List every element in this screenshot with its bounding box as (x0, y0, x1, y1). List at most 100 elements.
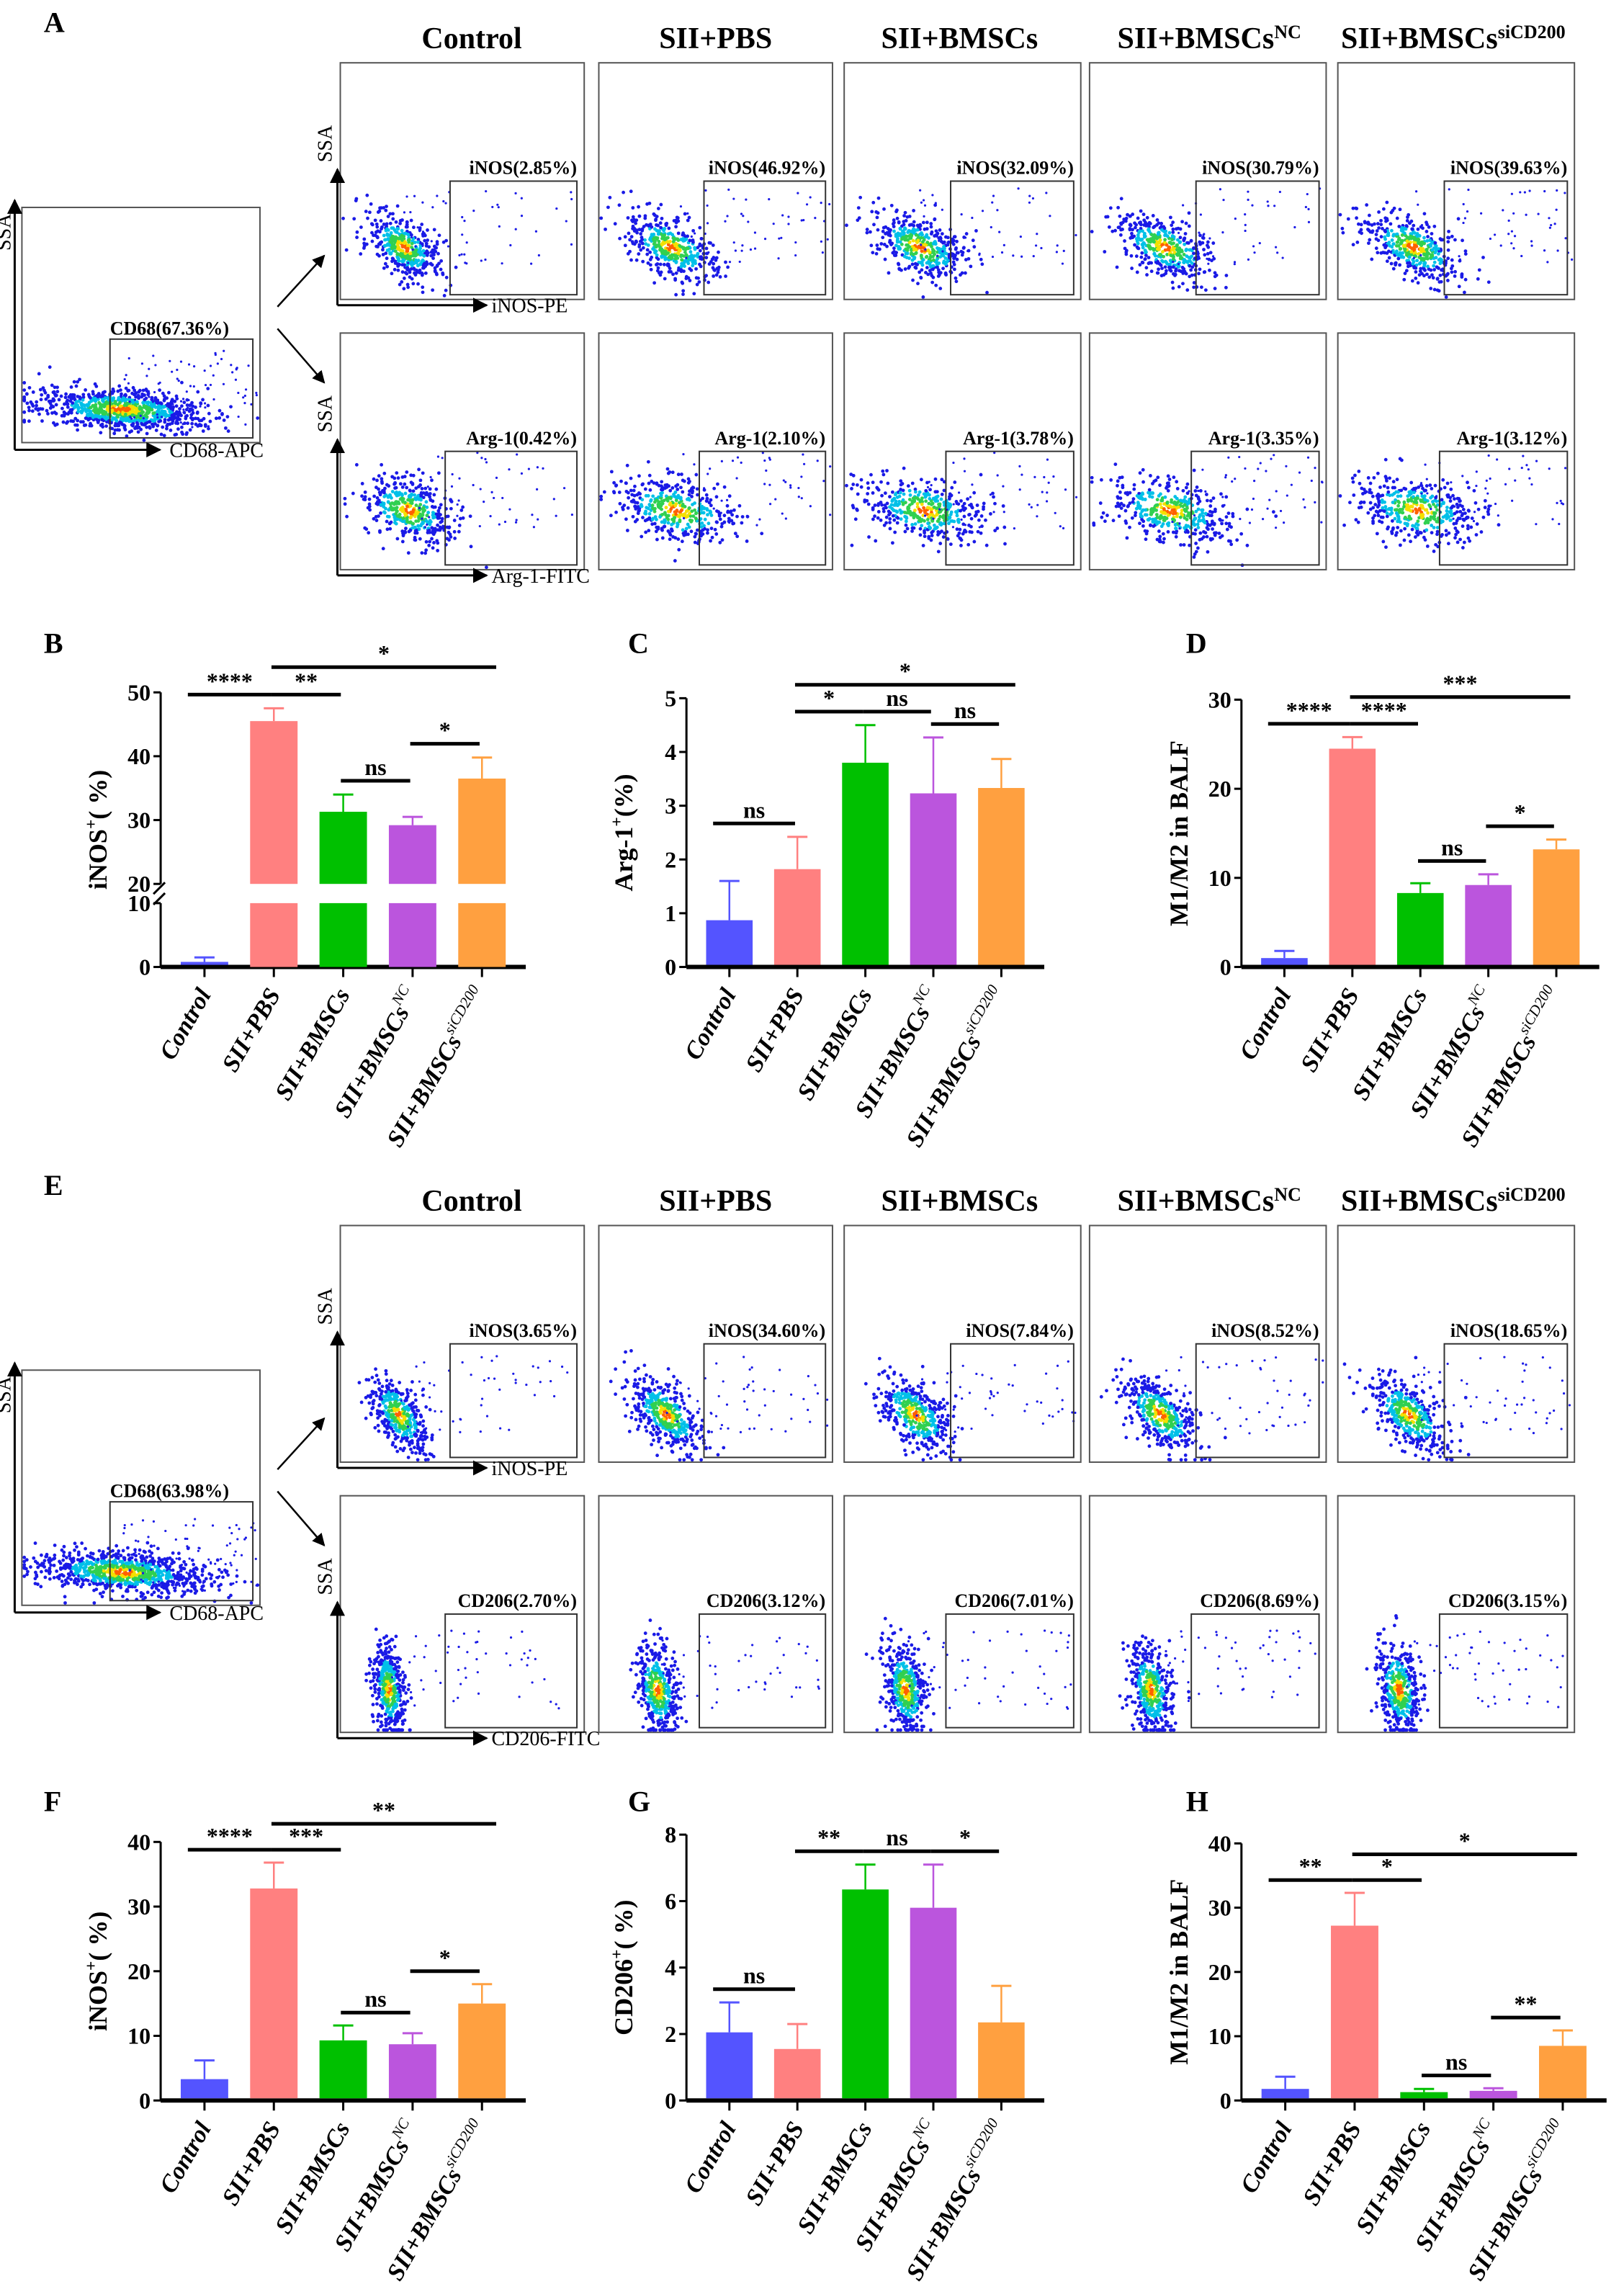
event-dot (130, 413, 135, 417)
event-dot (416, 238, 421, 241)
event-dot (409, 210, 412, 214)
event-dot (1376, 251, 1380, 255)
event-dot (420, 487, 424, 491)
event-dot (686, 218, 690, 223)
event-dot (48, 365, 52, 369)
flow-section-a: A Control SII+PBS SII+BMSCs SII+BMSCsNC SII+B… (0, 6, 1576, 588)
event-dot (414, 503, 418, 507)
event-dot (676, 251, 680, 255)
event-dot (423, 233, 427, 238)
event-dot (427, 245, 431, 249)
event-dot (978, 526, 981, 529)
event-dot (207, 426, 210, 431)
event-dot (441, 240, 446, 244)
event-dot (941, 208, 943, 211)
event-dot (668, 488, 673, 493)
event-dot (944, 251, 948, 256)
event-dot (407, 240, 411, 244)
event-dot (483, 500, 485, 503)
event-dot (909, 229, 912, 233)
arrow-to-row2 (277, 328, 326, 384)
event-dot (398, 221, 402, 225)
event-dot (882, 523, 887, 527)
event-dot (985, 290, 989, 295)
event-dot (1184, 272, 1188, 276)
event-dot (674, 512, 678, 516)
event-dot (918, 533, 923, 537)
event-dot (531, 514, 534, 516)
event-dot (1208, 268, 1211, 272)
event-dot (679, 264, 683, 269)
event-dot (1528, 189, 1531, 192)
event-dot (402, 519, 406, 524)
event-dot (51, 399, 55, 403)
event-dot (1145, 273, 1149, 277)
event-dot (689, 519, 694, 524)
event-dot (148, 425, 151, 429)
event-dot (915, 241, 919, 244)
event-dot (1168, 215, 1172, 220)
event-dot (1373, 222, 1376, 226)
event-dot (881, 236, 885, 240)
event-dot (887, 233, 891, 237)
event-dot (138, 416, 143, 420)
event-dot (645, 518, 650, 521)
event-dot (881, 229, 885, 233)
event-dot (166, 422, 170, 426)
event-dot (1056, 244, 1059, 247)
event-dot (1167, 245, 1171, 249)
event-dot (224, 426, 228, 430)
event-dot (117, 411, 120, 414)
event-dot (176, 368, 179, 372)
event-dot (923, 495, 928, 499)
event-dot (1414, 270, 1418, 274)
event-dot (897, 502, 902, 506)
event-dot (423, 486, 428, 491)
event-dot (664, 222, 668, 226)
event-dot (1440, 248, 1443, 251)
event-dot (899, 232, 902, 236)
panel-letter: A (44, 6, 65, 39)
event-dot (362, 241, 367, 246)
event-dot (1196, 526, 1201, 529)
event-dot (910, 529, 914, 533)
event-dot (816, 460, 819, 462)
event-dot (870, 210, 874, 214)
event-dot (683, 250, 687, 254)
event-dot (1386, 249, 1391, 254)
event-dot (924, 235, 928, 238)
event-dot (652, 281, 657, 285)
event-dot (655, 269, 660, 273)
event-dot (1163, 238, 1167, 242)
event-dot (1185, 482, 1190, 486)
event-dot (617, 203, 622, 207)
event-dot (408, 520, 413, 524)
event-dot (1234, 218, 1237, 220)
event-dot (803, 462, 806, 465)
event-dot (938, 542, 943, 545)
event-dot (390, 238, 395, 242)
event-dots (845, 187, 1077, 299)
event-dot (457, 524, 462, 527)
event-dot (177, 380, 180, 382)
event-dot (359, 252, 363, 256)
event-dot (444, 275, 449, 279)
event-dot (1412, 245, 1417, 248)
event-dot (1512, 212, 1515, 215)
event-dot (367, 531, 371, 535)
event-dot (439, 503, 443, 507)
event-dot (943, 272, 948, 276)
event-dot (802, 453, 804, 456)
event-dot (1383, 251, 1387, 255)
event-dot (871, 251, 875, 255)
event-dot (1399, 254, 1403, 257)
event-dot (1247, 190, 1250, 193)
event-dot (1171, 265, 1175, 269)
event-dot (969, 496, 972, 498)
event-dot (941, 250, 944, 253)
event-dot (1129, 236, 1133, 240)
event-dot (1398, 263, 1401, 267)
event-dot (699, 525, 704, 529)
event-dot (69, 409, 73, 413)
event-dot (395, 252, 400, 256)
